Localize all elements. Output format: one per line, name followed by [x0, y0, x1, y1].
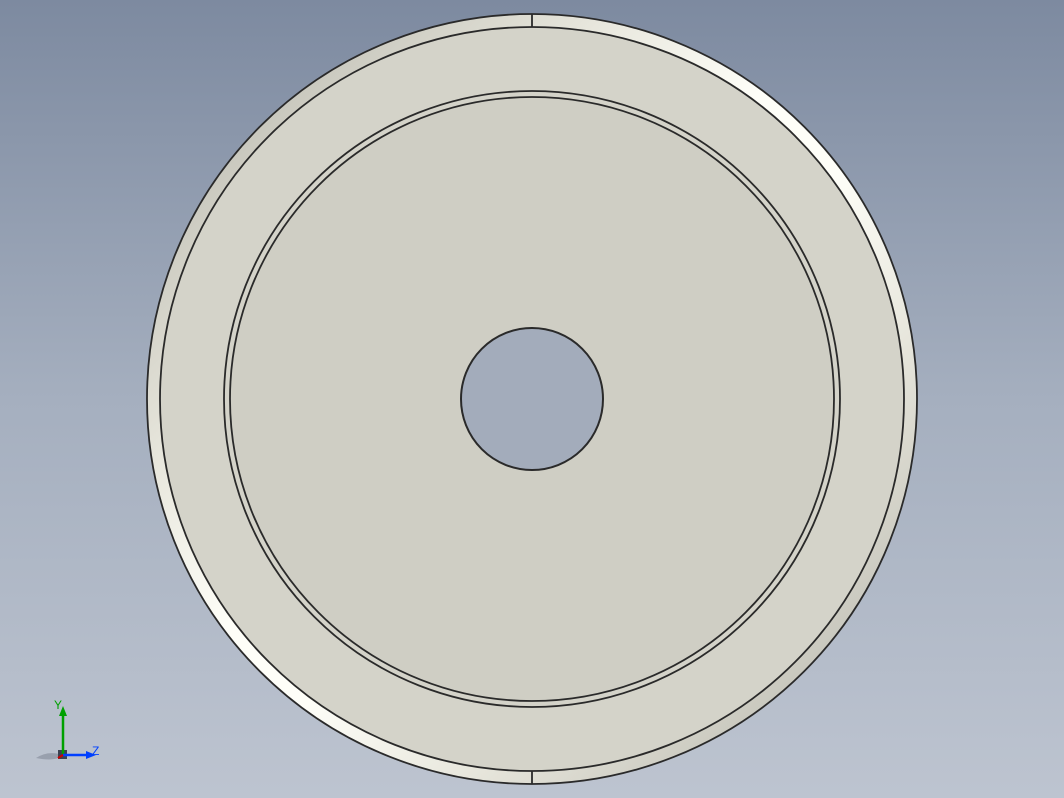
- y-axis-label: Y: [54, 698, 62, 712]
- cad-viewport[interactable]: Y Z: [0, 0, 1064, 798]
- center-hole: [461, 328, 603, 470]
- z-axis-label: Z: [92, 744, 99, 758]
- triad-svg: [28, 700, 98, 770]
- model-3d-part[interactable]: [137, 4, 927, 794]
- coordinate-system-triad[interactable]: Y Z: [28, 700, 98, 770]
- part-render-svg: [137, 4, 927, 794]
